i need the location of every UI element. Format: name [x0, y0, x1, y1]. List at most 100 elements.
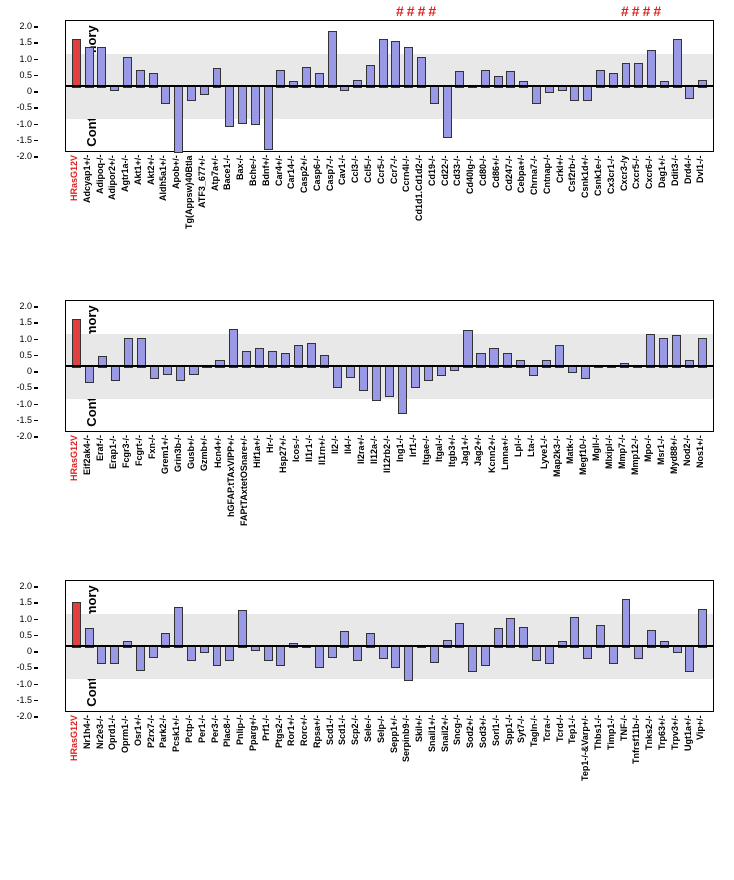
x-tick-label: hGFAP.tTAxVIPP+/- [227, 435, 240, 535]
bar [481, 646, 490, 666]
x-tick-label: HRasG12V [70, 155, 83, 255]
y-tick: 2.0 [19, 301, 32, 311]
bar [450, 366, 459, 371]
y-tick: 0.5 [19, 630, 32, 640]
y-tick: 1.0 [19, 334, 32, 344]
bar [646, 334, 655, 369]
x-tick-label: Il1rn+/- [318, 435, 331, 535]
y-tick: 1.5 [19, 37, 32, 47]
y-tick: -1.0 [16, 119, 32, 129]
y-tick: -2.0 [16, 151, 32, 161]
x-tick-label: Lyve1-/- [540, 435, 553, 535]
bar [424, 366, 433, 381]
bar [251, 86, 260, 125]
x-labels: HRasG12VAdcyap1+/-Adipoq-/-Adipor2+/-Agt… [70, 155, 709, 255]
x-tick-label: ATF3_677+/- [198, 155, 211, 255]
bar [110, 86, 119, 91]
y-tick: 1.5 [19, 597, 32, 607]
bar [97, 47, 106, 88]
x-tick-label: Jag2+/- [474, 435, 487, 535]
bar [229, 329, 238, 368]
bar [187, 646, 196, 661]
bar [430, 646, 439, 663]
bar [609, 646, 618, 664]
bar [391, 41, 400, 89]
bar [225, 646, 234, 661]
bar [570, 617, 579, 648]
bar [634, 646, 643, 659]
x-tick-label: Mgll-/- [592, 435, 605, 535]
bar [161, 86, 170, 104]
y-tick: 0.5 [19, 350, 32, 360]
significance-marker: #### [396, 3, 439, 19]
bar [583, 86, 592, 101]
x-tick-label: Kcnn2+/- [488, 435, 501, 535]
plot-area: Contextual memory-2.0-1.5-1.0-0.500.51.0… [65, 20, 714, 152]
x-tick-label: Cd86+/- [492, 155, 505, 255]
x-tick-label: Tg(Appsw)40Btla [185, 155, 198, 255]
significance-marker: #### [621, 3, 664, 19]
x-tick-label: Gzmb+/- [200, 435, 213, 535]
y-tick: 1.0 [19, 614, 32, 624]
x-tick-label: Hif1a+/- [253, 435, 266, 535]
x-tick-label: Il1r1-/- [305, 435, 318, 535]
bar [443, 86, 452, 138]
y-tick: -0.5 [16, 382, 32, 392]
x-tick-label: Cx3cr1-/- [607, 155, 620, 255]
x-tick-label: Bche-/- [249, 155, 262, 255]
y-tick: 1.0 [19, 54, 32, 64]
bar [111, 366, 120, 381]
y-tick: 2.0 [19, 21, 32, 31]
bar [124, 338, 133, 368]
y-tick: -1.0 [16, 679, 32, 689]
x-labels: HRasG12VNr1h4-/-Nr2e3-/-Oprd1-/-Oprm1-/-… [70, 715, 709, 815]
bar [137, 338, 146, 368]
x-tick-label: Oprm1-/- [121, 715, 134, 815]
x-tick-label: Cd1d1.Cd1d2-/- [415, 155, 428, 255]
y-tick: -0.5 [16, 102, 32, 112]
y-tick: -2.0 [16, 711, 32, 721]
x-tick-label: Nos1+/- [696, 435, 709, 535]
bar [685, 646, 694, 672]
y-tick: 0 [27, 366, 32, 376]
x-tick-label: Agtr1a-/- [121, 155, 134, 255]
x-tick-label: Osr1+/- [134, 715, 147, 815]
bar [673, 646, 682, 653]
x-tick-label: Rorc+/- [300, 715, 313, 815]
x-tick-label: Casp6-/- [313, 155, 326, 255]
bar [430, 86, 439, 104]
bar [417, 57, 426, 88]
x-tick-label: Sele-/- [364, 715, 377, 815]
x-tick-label: Trpv3+/- [671, 715, 684, 815]
bar [189, 366, 198, 375]
x-tick-label: Cd19-/- [428, 155, 441, 255]
x-tick-label: Mlxipl-/- [605, 435, 618, 535]
bar [404, 47, 413, 88]
bar [385, 366, 394, 397]
bar [213, 646, 222, 666]
bar [468, 646, 477, 672]
x-tick-label: Tagln-/- [530, 715, 543, 815]
x-tick-label: Dag1+/- [658, 155, 671, 255]
x-tick-label: Mmp7-/- [618, 435, 631, 535]
x-tick-label: Bdnf+/- [262, 155, 275, 255]
bar [404, 646, 413, 681]
bar [581, 366, 590, 379]
x-tick-label: Hsp27+/- [279, 435, 292, 535]
bar [359, 366, 368, 391]
bar [545, 646, 554, 664]
bar [372, 366, 381, 401]
bar [463, 330, 472, 368]
x-tick-label: Chrna7-/- [530, 155, 543, 255]
plot-area: Contextual memory-2.0-1.5-1.0-0.500.51.0… [65, 580, 714, 712]
bar [558, 86, 567, 91]
bar [583, 646, 592, 659]
x-tick-label: Hcn4+/- [214, 435, 227, 535]
x-tick-label: Ddit3-/- [671, 155, 684, 255]
bar [72, 602, 81, 648]
x-tick-label: Cntnap-/- [543, 155, 556, 255]
x-tick-label: Snail1+/- [428, 715, 441, 815]
bar [97, 646, 106, 664]
bar [251, 646, 260, 651]
bar [176, 366, 185, 381]
